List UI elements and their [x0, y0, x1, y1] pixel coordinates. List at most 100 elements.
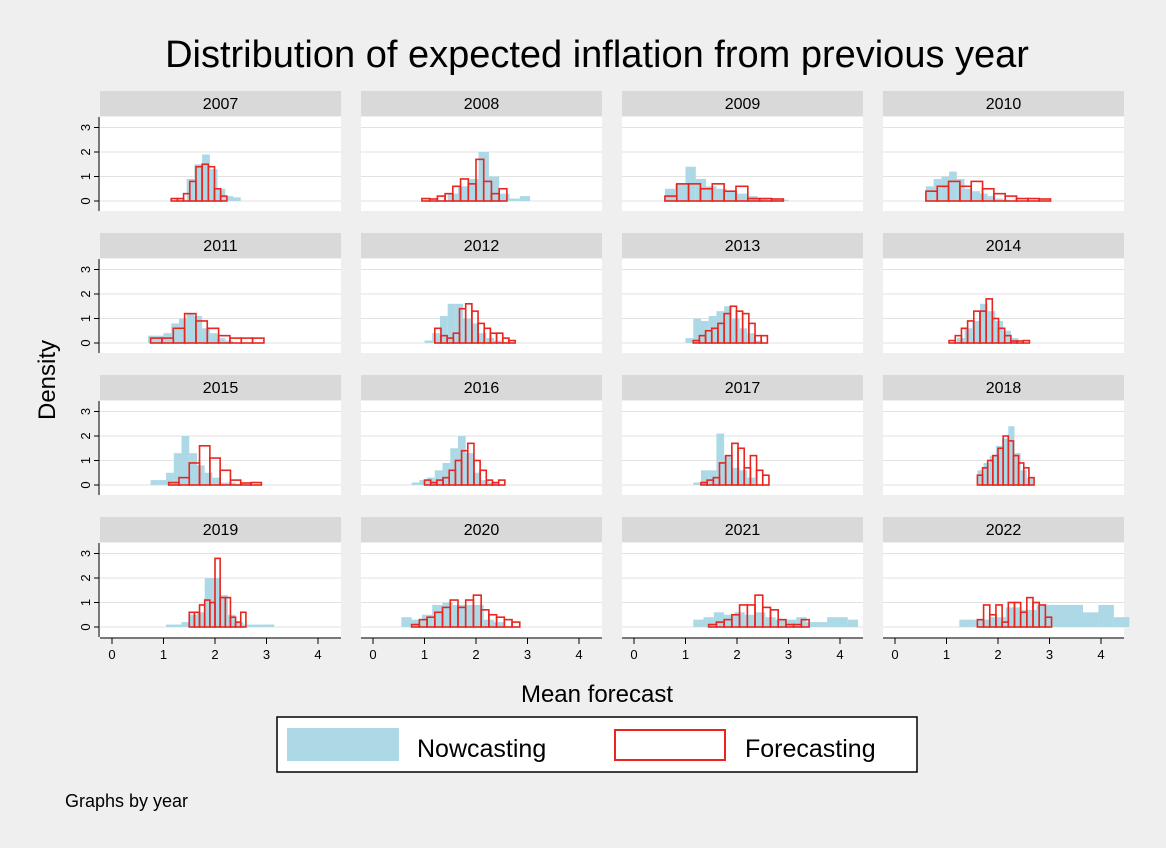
- nowcasting-bar: [233, 197, 241, 201]
- panel-plot-area: [100, 259, 341, 353]
- nowcasting-bar: [693, 482, 701, 485]
- panel-year-label: 2012: [464, 238, 500, 255]
- nowcasting-bar: [235, 622, 244, 627]
- nowcasting-bar: [979, 193, 988, 201]
- forecasting-bar: [219, 195, 228, 202]
- nowcasting-bar: [1026, 477, 1034, 485]
- nowcasting-bar: [196, 612, 205, 627]
- panel-2018: 2018: [883, 375, 1124, 495]
- nowcasting-bar: [204, 472, 213, 485]
- panel-year-label: 2007: [203, 96, 239, 113]
- nowcasting-bar: [178, 318, 187, 343]
- panel-2010: 2010: [883, 91, 1124, 211]
- forecasting-bar: [1022, 467, 1030, 486]
- y-tick-label: 0: [78, 339, 93, 346]
- x-tick-label: 3: [524, 647, 531, 662]
- y-tick-label: 1: [78, 315, 93, 322]
- panel-2015: 2015 0 1 2 3: [78, 375, 341, 495]
- nowcasting-bar: [186, 313, 195, 343]
- nowcasting-bar: [401, 617, 412, 627]
- nowcasting-bar: [227, 614, 236, 627]
- nowcasting-bar: [716, 433, 725, 485]
- nowcasting-bar: [432, 604, 443, 627]
- forecasting-bar: [251, 337, 265, 344]
- nowcasting-bar: [509, 198, 520, 201]
- nowcasting-bar: [987, 196, 996, 201]
- forecasting-bar: [760, 334, 769, 344]
- panel-strip: [622, 375, 863, 400]
- forecasting-bar: [737, 447, 746, 486]
- forecasting-bar: [1028, 476, 1035, 486]
- panel-year-label: 2010: [986, 96, 1022, 113]
- panel-year-label: 2021: [725, 522, 761, 539]
- nowcasting-bar: [463, 318, 471, 343]
- nowcasting-bar: [1052, 604, 1068, 627]
- panel-year-label: 2019: [203, 522, 239, 539]
- x-tick-label: 0: [108, 647, 115, 662]
- chart-title: Distribution of expected inflation from …: [165, 34, 1029, 76]
- nowcasting-bar: [194, 164, 203, 201]
- panel-strip: [622, 517, 863, 542]
- panel-2017: 2017: [622, 375, 863, 495]
- nowcasting-bar: [972, 191, 980, 201]
- panel-2022: 2022 0 1 2 3 4: [883, 517, 1130, 662]
- x-tick-label: 3: [785, 647, 792, 662]
- forecasting-bar: [497, 479, 506, 486]
- nowcasting-bar: [217, 338, 226, 343]
- panel-strip: [100, 375, 341, 400]
- nowcasting-bar: [204, 578, 213, 627]
- nowcasting-bar: [1008, 426, 1015, 485]
- nowcasting-bar: [434, 470, 443, 485]
- x-tick-label: 2: [733, 647, 740, 662]
- nowcasting-bar: [494, 622, 505, 627]
- nowcasting-bar: [166, 472, 174, 485]
- nowcasting-bar: [194, 316, 203, 343]
- nowcasting-bar: [494, 340, 502, 343]
- panel-year-label: 2018: [986, 380, 1022, 397]
- y-tick-label: 1: [78, 457, 93, 464]
- panel-year-label: 2017: [725, 380, 761, 397]
- panel-strip: [622, 91, 863, 116]
- x-tick-label: 4: [836, 647, 843, 662]
- nowcasting-bar: [700, 470, 709, 485]
- legend: Nowcasting Forecasting: [276, 716, 918, 773]
- nowcasting-bar: [847, 619, 859, 627]
- nowcasting-bar: [158, 480, 167, 485]
- nowcasting-bar: [148, 335, 156, 343]
- forecasting-bar: [769, 609, 779, 628]
- nowcasting-bar: [189, 614, 197, 627]
- nowcasting-bar: [785, 619, 797, 627]
- x-tick-label: 2: [472, 647, 479, 662]
- nowcasting-bar: [411, 619, 422, 627]
- forecasting-bar: [219, 469, 232, 486]
- y-tick-label: 2: [78, 148, 93, 155]
- nowcasting-bar: [1098, 604, 1114, 627]
- nowcasting-bar: [181, 622, 190, 627]
- panel-year-label: 2008: [464, 96, 500, 113]
- nowcasting-bar: [693, 318, 701, 343]
- nowcasting-bar: [447, 303, 456, 343]
- y-tick-label: 3: [78, 408, 93, 415]
- forecasting-bar: [475, 158, 485, 202]
- panel-strip: [883, 233, 1124, 258]
- nowcasting-bar: [181, 436, 190, 485]
- x-tick-label: 1: [160, 647, 167, 662]
- forecasting-bar: [250, 481, 263, 486]
- nowcasting-bar: [220, 482, 228, 485]
- x-tick-label: 2: [211, 647, 218, 662]
- y-tick-label: 3: [78, 124, 93, 131]
- nowcasting-bar: [713, 612, 725, 627]
- panel-year-label: 2011: [203, 238, 238, 255]
- legend-swatch-forecasting: [614, 729, 726, 761]
- nowcasting-bar: [685, 338, 694, 343]
- forecasting-bar: [800, 618, 810, 628]
- forecasting-bar: [770, 198, 785, 202]
- x-tick-label: 4: [1097, 647, 1104, 662]
- nowcasting-bar: [1082, 612, 1099, 627]
- nowcasting-bar: [1036, 604, 1053, 627]
- y-tick-label: 3: [78, 550, 93, 557]
- forecasting-bar: [214, 557, 221, 628]
- nowcasting-bar: [706, 186, 717, 201]
- forecasting-bar: [761, 474, 770, 486]
- panel-plot-area: [883, 117, 1124, 211]
